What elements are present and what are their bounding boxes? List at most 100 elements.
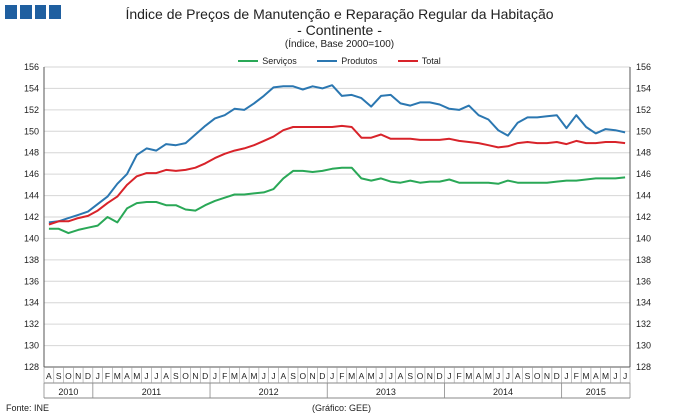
- x-month-label: A: [593, 371, 599, 381]
- x-year-label: 2012: [259, 387, 279, 397]
- y-tick-label-left: 144: [24, 191, 39, 201]
- y-tick-label-right: 152: [636, 105, 651, 115]
- x-month-label: A: [280, 371, 286, 381]
- y-tick-label-left: 156: [24, 62, 39, 72]
- legend-item-servicos: Serviços: [238, 56, 297, 66]
- x-month-label: J: [564, 371, 568, 381]
- x-month-label: J: [623, 371, 627, 381]
- x-month-label: A: [163, 371, 169, 381]
- x-month-label: J: [96, 371, 100, 381]
- y-tick-label-right: 146: [636, 169, 651, 179]
- y-tick-label-right: 140: [636, 233, 651, 243]
- x-month-label: F: [339, 371, 344, 381]
- x-month-label: M: [231, 371, 238, 381]
- legend-item-total: Total: [397, 56, 441, 66]
- x-month-label: A: [46, 371, 52, 381]
- x-month-label: F: [456, 371, 461, 381]
- x-month-label: O: [182, 371, 189, 381]
- x-month-label: A: [398, 371, 404, 381]
- x-month-label: O: [300, 371, 307, 381]
- chart-credit: (Gráfico: GEE): [312, 403, 372, 413]
- x-month-label: M: [250, 371, 257, 381]
- series-lines: [48, 84, 626, 235]
- x-month-label: M: [114, 371, 121, 381]
- x-month-label: N: [75, 371, 81, 381]
- x-month-label: O: [417, 371, 424, 381]
- x-month-label: N: [192, 371, 198, 381]
- x-month-label: A: [359, 371, 365, 381]
- y-axis-left: 128 130 132 134 136 138 140 142 144 146 148 150 152 1…: [24, 62, 45, 372]
- y-tick-label-right: 128: [636, 362, 651, 372]
- x-year-label: 2013: [376, 387, 396, 397]
- x-month-label: D: [202, 371, 208, 381]
- y-tick-label-right: 132: [636, 319, 651, 329]
- y-tick-label-right: 136: [636, 276, 651, 286]
- x-month-label: F: [105, 371, 110, 381]
- x-month-label: F: [222, 371, 227, 381]
- x-month-label: A: [476, 371, 482, 381]
- y-tick-label-right: 156: [636, 62, 651, 72]
- x-month-label: S: [56, 371, 62, 381]
- x-month-label: S: [290, 371, 296, 381]
- x-year-label: 2011: [142, 387, 161, 397]
- x-month-label: M: [133, 371, 140, 381]
- x-month-label: D: [85, 371, 91, 381]
- x-month-label: S: [407, 371, 413, 381]
- x-month-label: M: [485, 371, 492, 381]
- x-month-label: D: [319, 371, 325, 381]
- legend-item-produtos: Produtos: [317, 56, 377, 66]
- x-month-label: J: [379, 371, 383, 381]
- series-line-produtos: [48, 84, 626, 224]
- x-month-label: O: [534, 371, 541, 381]
- y-tick-label-left: 138: [24, 255, 39, 265]
- x-month-label: J: [496, 371, 500, 381]
- x-month-label: J: [144, 371, 148, 381]
- source-note: Fonte: INE: [6, 403, 50, 413]
- x-month-label: A: [124, 371, 130, 381]
- y-tick-label-right: 138: [636, 255, 651, 265]
- x-year-label: 2015: [586, 387, 606, 397]
- legend-label-produtos: Produtos: [341, 56, 378, 66]
- x-month-label: D: [554, 371, 560, 381]
- x-month-label: J: [213, 371, 217, 381]
- x-month-label: A: [515, 371, 521, 381]
- x-month-label: N: [544, 371, 550, 381]
- y-tick-label-right: 150: [636, 126, 651, 136]
- y-axis-right: 128 130 132 134 136 138 140 142 144 146 148 150 152 1…: [629, 62, 651, 372]
- y-tick-label-right: 142: [636, 212, 651, 222]
- x-year-label: 2014: [493, 387, 513, 397]
- x-month-label: M: [465, 371, 472, 381]
- legend-swatch-produtos: [317, 60, 338, 62]
- y-tick-label-right: 154: [636, 83, 651, 93]
- x-month-label: J: [447, 371, 451, 381]
- x-month-label: M: [368, 371, 375, 381]
- y-tick-label-left: 136: [24, 276, 39, 286]
- y-tick-label-left: 142: [24, 212, 39, 222]
- chart-subtitle: - Continente -: [297, 22, 382, 38]
- legend-label-servicos: Serviços: [262, 56, 297, 66]
- x-month-label: J: [154, 371, 158, 381]
- series-line-total: [48, 124, 626, 226]
- series-line-servicos: [48, 166, 626, 235]
- y-tick-label-left: 152: [24, 105, 39, 115]
- chart-index-note: (Índice, Base 2000=100): [284, 39, 395, 50]
- legend-swatch-total: [397, 60, 418, 62]
- x-month-label: F: [574, 371, 579, 381]
- x-month-label: J: [389, 371, 393, 381]
- x-month-label: J: [330, 371, 334, 381]
- chart-title: Índice de Preços de Manutenção e Reparaç…: [125, 6, 554, 22]
- y-tick-label-right: 134: [636, 298, 651, 308]
- x-month-label: J: [613, 371, 617, 381]
- y-tick-label-left: 154: [24, 83, 39, 93]
- y-tick-label-right: 130: [636, 341, 651, 351]
- x-month-label: O: [65, 371, 72, 381]
- x-month-label: M: [583, 371, 590, 381]
- x-month-label: N: [427, 371, 433, 381]
- x-month-label: J: [506, 371, 510, 381]
- y-tick-label-left: 150: [24, 126, 39, 136]
- y-tick-label-right: 144: [636, 191, 651, 201]
- y-tick-label-left: 146: [24, 169, 39, 179]
- chart-legend: Serviços Produtos Total: [0, 54, 679, 66]
